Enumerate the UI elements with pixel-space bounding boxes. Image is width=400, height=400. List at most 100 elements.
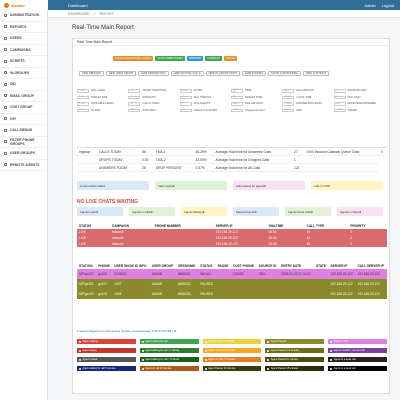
legend-dot-icon	[267, 349, 270, 352]
sidebar-item-filter-phone-groups[interactable]: FILTER PHONE GROUPS	[0, 137, 47, 148]
option-select[interactable]: NEW	[128, 108, 141, 112]
option-select[interactable]: NONE	[179, 89, 192, 93]
sidebar-item-did[interactable]: DID	[0, 79, 47, 91]
sidebar-item-reports[interactable]: REPORTS	[0, 22, 47, 33]
option-label: FILTER	[193, 89, 203, 93]
call-row[interactable]: LIVE Inbound 192.168.29.122 00:08 IN 0	[77, 241, 387, 247]
option-23: DOWN ORDER	[333, 108, 385, 112]
sidebar-item-users[interactable]: USERS	[0, 33, 47, 45]
dashboard-label[interactable]: Dashboard	[68, 2, 88, 8]
counter-label: Agents In Calls	[132, 209, 151, 214]
stats-cell	[77, 155, 98, 164]
report-button-2[interactable]: WEBINAR	[187, 56, 204, 61]
menu-icon	[4, 117, 7, 121]
option-select[interactable]: 3	[333, 89, 346, 93]
sidebar-item-remote-agents[interactable]: REMOTE AGENTS	[0, 160, 47, 171]
option-select[interactable]: 0.00	[77, 108, 89, 112]
option-select[interactable]: RATIO	[230, 102, 243, 106]
legend-item: Agent in chat	[328, 339, 387, 344]
user-menu[interactable]: Admin	[364, 2, 376, 8]
agent-cell: 2025-01-20 17:41:00	[281, 272, 311, 276]
top-bar: vicidial Dashboard Admin Logout	[0, 0, 400, 10]
toggle-button-1[interactable]: HIDE USER GROUP	[105, 71, 137, 76]
agent-cell: 0102001	[114, 272, 127, 276]
sidebar-item-chat-group[interactable]: CHAT GROUP	[0, 102, 47, 114]
sidebar-item-campaigns[interactable]: CAMPAIGNS	[0, 45, 47, 56]
option-select[interactable]: RATIO	[282, 89, 295, 93]
option-select[interactable]: 0.00	[77, 95, 89, 99]
option-select[interactable]: 0	[179, 108, 192, 112]
agent-cell: 8600052	[178, 282, 191, 286]
option-5: 3 DROPPED MAX	[333, 89, 385, 93]
option-select[interactable]: 0.00%	[230, 108, 243, 112]
option-select[interactable]: 17:41	[282, 95, 295, 99]
column-header: STATUS	[79, 224, 92, 228]
agent-cell: ADMIN	[151, 282, 163, 286]
call-cell: IN	[306, 236, 310, 240]
legend-item: Agent on call < 1 minute	[202, 339, 262, 344]
agent-counter-3: Paused Agents 3	[233, 207, 279, 216]
agent-row[interactable]: SIP/gc103 gc103 1008 ADMIN 8600053 PAUSED 192.…	[77, 289, 387, 299]
option-label: TRUNK SHORT/FILL	[142, 89, 167, 93]
option-label: DIAL METHOD	[296, 89, 314, 93]
option-select[interactable]: 30	[230, 95, 243, 99]
toggle-button-4[interactable]: HIDE IN-GROUP STATS	[205, 71, 241, 76]
legend-label: Agent on call > 5 minutes	[208, 358, 236, 361]
option-select[interactable]: 2	[179, 102, 192, 106]
sidebar-item-call-menus[interactable]: CALL MENUS	[0, 125, 47, 137]
option-select[interactable]: 1,000/0	[282, 102, 295, 106]
option-select[interactable]: 60	[179, 95, 192, 99]
sidebar-item-email-group[interactable]: EMAIL GROUP	[0, 91, 47, 102]
agent-row[interactable]: SIP/gc101 gc101 1007 ADMIN 8600052 PAUSED 192.…	[77, 279, 387, 289]
option-select[interactable]: 0	[128, 95, 141, 99]
agent-cell: 192.168.29.122	[330, 282, 353, 286]
call-cell: Inbound	[111, 230, 124, 234]
legend-item: Agent waiting for call > 5 minute	[139, 357, 199, 362]
legend-dot-icon	[204, 367, 207, 370]
logout-link[interactable]: Logout	[381, 2, 394, 8]
sidebar-item-scripts[interactable]: SCRIPTS	[0, 56, 47, 68]
report-button-1[interactable]: SHOW WEBPHONES	[155, 56, 185, 61]
sidebar-item-in-groups[interactable]: IN-GROUPS	[0, 68, 47, 79]
sidebar-item-administration[interactable]: ADMINISTRATION	[0, 10, 47, 22]
option-select[interactable]: DOWN	[333, 108, 346, 112]
breadcrumb-current: REPORT	[99, 11, 114, 16]
legend-label: Agent ringing	[82, 349, 97, 352]
breadcrumb-home[interactable]: DASHBOARD	[68, 11, 90, 16]
column-header: SERVER IP	[330, 264, 348, 268]
call-cell: 192.168.29.122	[215, 230, 238, 234]
option-select[interactable]: 0/56	[333, 102, 346, 106]
report-button-4[interactable]: PAUSE	[224, 56, 237, 61]
agent-cell: SIP/gc101	[79, 282, 94, 286]
option-select[interactable]: 0	[333, 95, 346, 99]
call-cell: 0	[350, 230, 353, 234]
stats-table: Ingroup CALLS TODAY 56 TMA-1 38.29% Average H…	[77, 147, 387, 172]
toggle-button-2[interactable]: HIDE SERVER INFO	[138, 71, 169, 76]
option-19: NEW STATUSES	[128, 108, 179, 112]
counter-label: calls in IVR	[314, 183, 328, 188]
call-cell: LIVE	[79, 230, 86, 234]
legend-dot-icon	[204, 340, 207, 343]
stats-cell: DROP PERCENT	[153, 163, 194, 172]
agent-row[interactable]: SIP/gc102 gc102 0102001 ADMIN 8600051 INCALL 1…	[77, 269, 387, 279]
toggle-button-5[interactable]: HIDE PHONES	[242, 71, 266, 76]
toggle-button-3[interactable]: HIDE WAITING CALLS	[170, 71, 204, 76]
column-header: USER SHOW ID INFO	[114, 264, 147, 268]
toggle-button-6[interactable]: SHOW CUSTPHONES	[267, 71, 301, 76]
option-select[interactable]: 56	[128, 102, 141, 106]
sidebar-item-ivr[interactable]: IVR	[0, 114, 47, 125]
call-cell: IN	[306, 242, 310, 246]
option-select[interactable]: 0/0	[128, 89, 141, 93]
toggle-button-7[interactable]: HIDE CUSTINFO	[302, 71, 329, 76]
report-button-0[interactable]: Choose Report Display Options	[113, 56, 154, 61]
call-row[interactable]: LIVE Inbound 192.168.29.122 00:04 IN 0	[77, 235, 387, 241]
toggle-button-0[interactable]: HIDE INBOUND	[79, 71, 104, 76]
call-row[interactable]: LIVE Inbound 192.168.29.122 00:02 IN 0	[77, 229, 387, 235]
option-select[interactable]: 2025-01-20	[230, 88, 243, 93]
option-select[interactable]: 5,000	[77, 102, 89, 106]
report-button-3[interactable]: SUMMARY	[205, 56, 223, 61]
sidebar-item-user-groups[interactable]: USER GROUPS	[0, 148, 47, 160]
logo[interactable]: vicidial	[0, 0, 48, 10]
option-select[interactable]: 1.000	[77, 89, 89, 93]
option-select[interactable]: 0.00%	[282, 108, 295, 112]
